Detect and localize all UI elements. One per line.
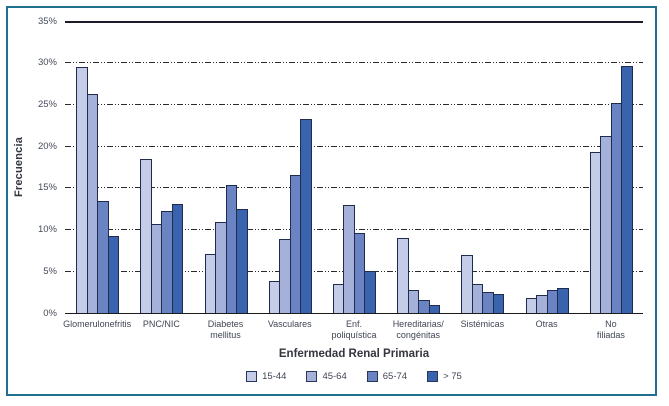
category-label: Glomerulonefritis xyxy=(63,319,132,329)
category-label: No filiadas xyxy=(596,319,625,341)
gridline-35 xyxy=(65,21,643,23)
y-tick-label: 10% xyxy=(37,224,57,236)
category-label: Enf. poliquística xyxy=(331,319,377,341)
legend-swatch-icon xyxy=(366,371,378,382)
gridline-30 xyxy=(65,62,643,64)
bar-group: Otras xyxy=(525,21,569,329)
bar-group: Diabetes mellitus xyxy=(204,21,248,340)
legend-item: > 75 xyxy=(427,371,462,382)
bar-> 75 xyxy=(107,236,120,313)
y-tick-label: 35% xyxy=(37,15,57,27)
bar-15-44 xyxy=(397,238,409,313)
y-tick-label: 30% xyxy=(37,57,57,69)
legend-label: > 75 xyxy=(443,371,462,382)
y-tick-label: 25% xyxy=(37,98,57,110)
legend-swatch-icon xyxy=(246,371,258,382)
bar-> 75 xyxy=(557,288,569,313)
y-tick-label: 5% xyxy=(43,265,57,277)
bar-group: Vasculares xyxy=(268,21,312,329)
bar-> 75 xyxy=(428,305,441,313)
y-tick-label: 15% xyxy=(37,182,57,194)
bar-> 75 xyxy=(236,209,248,313)
chart-frame xyxy=(6,6,657,396)
bar-groups: Glomerulonefritis PNC/NIC Diabetes mellitu… xyxy=(63,21,643,340)
legend-label: 15-44 xyxy=(262,371,287,382)
gridline-25 xyxy=(65,103,643,105)
bar-> 75 xyxy=(492,294,505,313)
gridline-15 xyxy=(65,187,643,189)
bar-> 75 xyxy=(621,66,633,313)
y-tick-label: 20% xyxy=(37,140,57,152)
bar-group: Enf. poliquística xyxy=(331,21,377,340)
bar-group: PNC/NIC xyxy=(140,21,184,329)
legend-swatch-icon xyxy=(306,371,318,382)
category-label: Vasculares xyxy=(267,319,312,329)
bar-group: No filiadas xyxy=(589,21,633,340)
legend-item: 65-74 xyxy=(366,371,408,382)
y-tick-label: 0% xyxy=(43,307,57,319)
gridline-20 xyxy=(65,145,643,147)
category-label: PNC/NIC xyxy=(142,319,180,329)
x-axis-title: Enfermedad Renal Primaria xyxy=(278,348,430,360)
bar-group: Sistémicas xyxy=(461,21,505,329)
bar-> 75 xyxy=(300,119,312,313)
bar-group: Hereditarias/ congénitas xyxy=(393,21,444,340)
category-label: Diabetes mellitus xyxy=(207,319,244,341)
legend-label: 65-74 xyxy=(382,371,408,382)
bar-> 75 xyxy=(364,271,376,313)
legend-label: 45-64 xyxy=(322,371,347,382)
legend-item: 45-64 xyxy=(306,371,347,382)
plot-area: Glomerulonefritis PNC/NIC Diabetes mellitu… xyxy=(63,21,643,340)
legend-swatch-icon xyxy=(427,371,439,382)
category-label: Hereditarias/ congénitas xyxy=(392,319,444,341)
bar-> 75 xyxy=(171,204,184,313)
legend-item: 15-44 xyxy=(246,371,286,382)
gridline-0 xyxy=(65,312,643,314)
category-label: Otras xyxy=(535,319,558,329)
category-label: Sistémicas xyxy=(460,319,505,329)
legend: 15-44 45-64 65-74 > 75 xyxy=(65,371,643,382)
bar-group: Glomerulonefritis xyxy=(63,21,131,329)
